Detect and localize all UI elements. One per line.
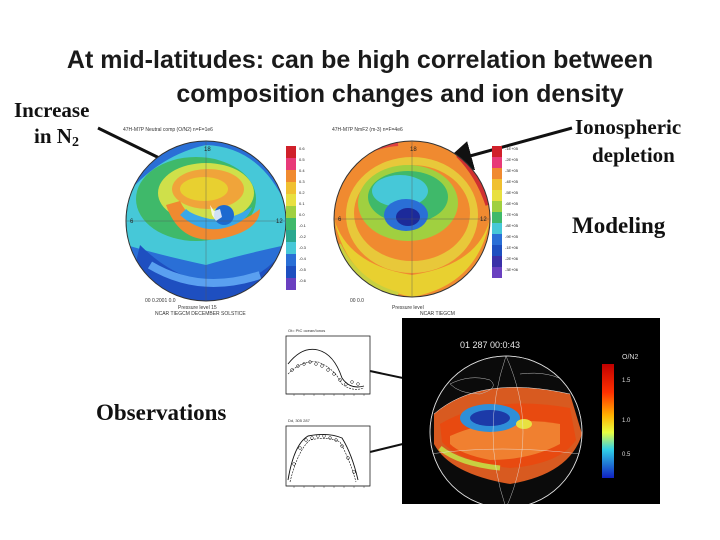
svg-text:12: 12 <box>480 217 487 223</box>
map-right-scale: -1E+05 -2E+05 -3E+05 -4E+05 -5E+05 -6E+0… <box>505 146 519 272</box>
obs-plot2-title: Dd, 305 287 <box>288 418 310 423</box>
map-right-header: 47H-M7P NmF2 (m-3) n=F=4e6 <box>332 127 403 133</box>
svg-text:6: 6 <box>130 219 134 225</box>
obs-plot2 <box>285 425 371 488</box>
label-ionospheric: Ionospheric <box>575 115 682 139</box>
obs-scale-2: 1.0 <box>622 418 631 424</box>
slide-title-line2: composition changes and ion density <box>176 80 624 108</box>
obs-colorbar <box>602 364 614 478</box>
map-right-footer3: NCAR TIEGCM <box>420 311 455 317</box>
label-depletion: depletion <box>592 143 675 167</box>
label-observations: Observations <box>96 400 227 425</box>
obs-globe-map <box>429 355 583 504</box>
label-in-n2: in N2 <box>34 124 79 150</box>
arrow-depletion <box>442 126 573 171</box>
map-left-footer2: Pressure level 15 <box>178 305 217 311</box>
map-left-footer1: 00 0.2001 0.0 <box>145 298 176 304</box>
map-left-polar-plot: 18 6 12 <box>125 140 287 302</box>
map-left-colorbar <box>286 146 296 290</box>
obs-scale-1: 1.5 <box>622 378 631 384</box>
obs-timestamp: 01 287 00:0:43 <box>460 340 521 350</box>
map-left-header: 47H-M7P Neutral comp (O/N2) n=F=1e6 <box>123 127 213 133</box>
obs-plot1 <box>285 335 371 396</box>
label-modeling: Modeling <box>572 213 666 238</box>
map-right-colorbar <box>492 146 502 278</box>
obs-globe-panel: 01 287 00:0:43 O/N2 <box>402 318 660 504</box>
obs-scale-3: 0.5 <box>622 452 631 458</box>
map-right-polar-plot: 18 6 12 <box>333 140 491 298</box>
map-right-footer1: 00 0.0 <box>350 298 364 304</box>
map-left-footer3: NCAR TIEGCM DECEMBER SOLSTICE <box>155 311 246 317</box>
slide-title-line1: At mid-latitudes: can be high correlatio… <box>66 46 654 74</box>
svg-text:6: 6 <box>338 217 342 223</box>
map-right-footer2: Pressure level <box>392 305 424 311</box>
map-left-scale: 0.6 0.5 0.4 0.3 0.2 0.1 0.0 -0.1 -0.2 -0… <box>299 146 306 283</box>
svg-text:18: 18 <box>204 147 211 153</box>
label-increase: Increase <box>14 98 90 122</box>
obs-legend-title: O/N2 <box>622 354 639 361</box>
obs-plot1-title: Ot= PtC ocean/Ionos <box>288 328 326 333</box>
svg-text:12: 12 <box>276 219 283 225</box>
svg-text:18: 18 <box>410 147 417 153</box>
